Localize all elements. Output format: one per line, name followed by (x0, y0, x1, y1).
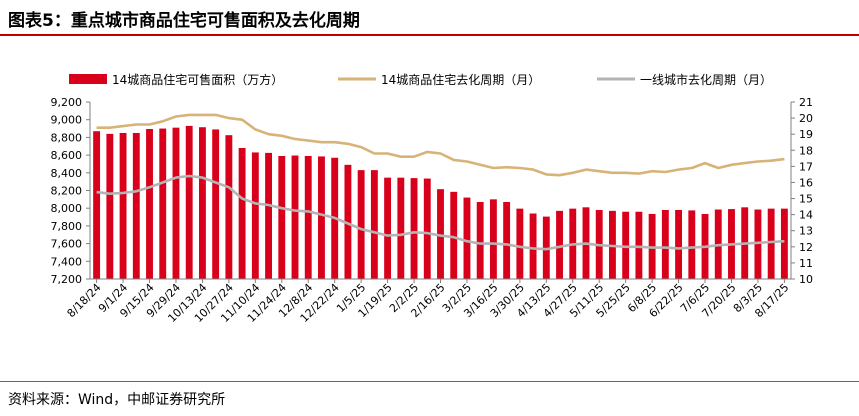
right-tick-label: 14 (799, 209, 813, 222)
bar (198, 127, 206, 279)
left-y-axis: 7,200 7,400 7,600 7,800 8,000 8,200 8,400 8,600… (51, 96, 91, 286)
bar (450, 191, 458, 279)
legend-swatch-bar (69, 74, 107, 84)
right-tick-label: 15 (799, 193, 813, 206)
left-tick-label: 8,200 (51, 185, 83, 198)
bar (146, 128, 153, 279)
bar (172, 127, 180, 279)
bar (106, 133, 114, 279)
bar (767, 208, 775, 279)
right-tick-label: 20 (799, 112, 813, 125)
bar (542, 216, 550, 279)
bar (318, 156, 325, 279)
source-note: 资料来源：Wind，中邮证券研究所 (8, 392, 226, 408)
bar (489, 199, 497, 279)
title-rule (0, 34, 859, 36)
bar (384, 177, 392, 279)
bar (357, 170, 365, 279)
chart-title: 图表5：重点城市商品住宅可售面积及去化周期 (8, 11, 360, 31)
bar (410, 178, 418, 279)
bar (119, 132, 127, 279)
bar (397, 177, 405, 279)
bar (754, 209, 762, 279)
bar (185, 125, 193, 280)
right-tick-label: 11 (799, 257, 813, 270)
bar (516, 208, 524, 279)
right-tick-label: 12 (799, 241, 813, 254)
bar (291, 155, 299, 279)
right-tick-label: 16 (799, 176, 813, 189)
right-tick-label: 19 (799, 128, 813, 141)
bar (661, 209, 669, 279)
bar (212, 129, 220, 279)
bar (225, 135, 233, 279)
bar (635, 211, 643, 279)
right-tick-label: 13 (799, 225, 813, 238)
bar (251, 152, 259, 279)
bar (622, 211, 630, 279)
left-tick-label: 7,800 (51, 220, 83, 233)
left-tick-label: 9,200 (51, 96, 83, 109)
right-tick-label: 18 (799, 144, 813, 157)
right-tick-label: 10 (799, 273, 813, 286)
footer-rule (0, 381, 859, 382)
left-tick-label: 8,400 (51, 167, 83, 180)
bar (476, 202, 484, 279)
x-axis: 8/18/249/1/249/15/249/29/2410/13/2410/27… (65, 278, 792, 325)
chart: 14城商品住宅可售面积（万方） 14城商品住宅去化周期（月） 一线城市去化周期（月）… (51, 72, 814, 325)
bar (675, 209, 683, 279)
left-tick-label: 9,000 (51, 114, 83, 127)
bar (159, 128, 167, 279)
right-y-axis: 10 11 12 13 14 15 16 17 18 19 20 21 (790, 96, 813, 286)
line-14-city-destock-period (96, 113, 785, 177)
left-tick-label: 8,800 (51, 131, 83, 144)
legend-label-bar: 14城商品住宅可售面积（万方） (112, 72, 283, 87)
bar (93, 131, 101, 279)
legend-label-line-tier1: 一线城市去化周期（月） (640, 72, 772, 87)
left-tick-label: 7,200 (51, 273, 83, 286)
bar-series (93, 125, 788, 280)
bar (238, 148, 246, 279)
bar (132, 132, 140, 279)
left-tick-label: 8,000 (51, 202, 83, 215)
bar (529, 213, 537, 279)
right-tick-label: 17 (799, 160, 813, 173)
bar (278, 155, 286, 279)
bar (437, 189, 444, 279)
bar (688, 210, 696, 279)
bar (556, 210, 563, 279)
left-tick-label: 7,600 (51, 238, 83, 251)
line-tier1-destock-period (96, 174, 785, 251)
left-tick-label: 7,400 (51, 255, 83, 268)
bar (344, 164, 352, 279)
bar (463, 197, 471, 279)
bar (370, 170, 378, 279)
bar (304, 155, 312, 279)
bar (780, 208, 788, 279)
line-series (96, 113, 785, 251)
x-tick-label: 8/18/24 (65, 281, 104, 320)
bar (423, 178, 431, 279)
bar (265, 152, 272, 279)
legend-label-line-14: 14城商品住宅去化周期（月） (381, 72, 540, 87)
right-tick-label: 21 (799, 96, 813, 109)
left-tick-label: 8,600 (51, 149, 83, 162)
bar (503, 202, 511, 279)
legend: 14城商品住宅可售面积（万方） 14城商品住宅去化周期（月） 一线城市去化周期（月） (69, 72, 772, 87)
